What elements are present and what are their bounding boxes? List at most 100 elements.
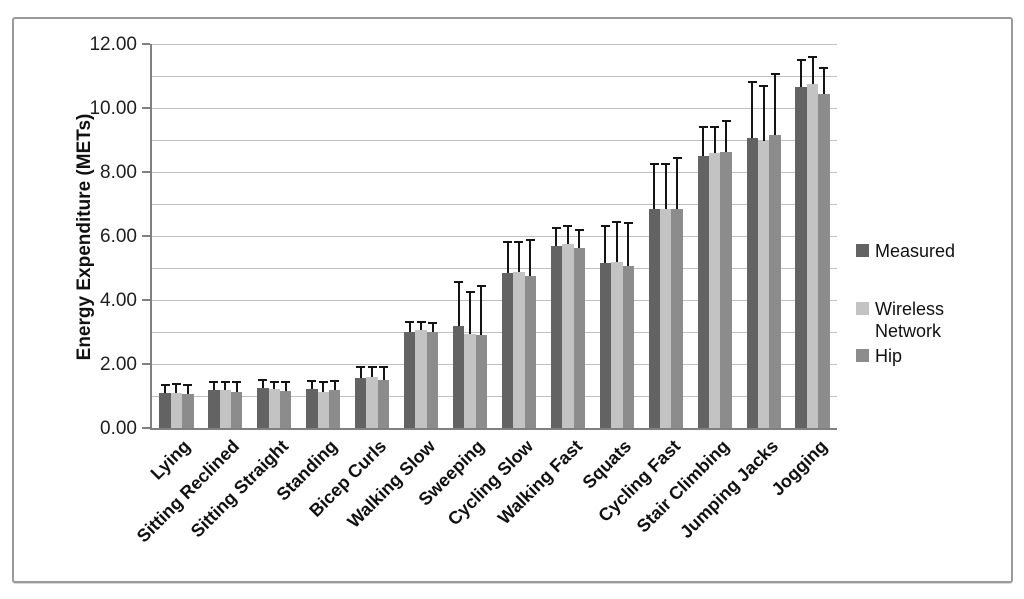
gridline: [152, 139, 837, 141]
error-bar: [604, 226, 607, 264]
error-bar: [653, 164, 656, 209]
bar-hip: [182, 394, 194, 428]
error-bar-cap: [574, 228, 584, 231]
error-bar: [822, 68, 825, 95]
bar-measured: [257, 388, 269, 428]
y-axis-tick-mark: [142, 107, 150, 109]
legend-item: Wireless Network: [856, 298, 1006, 342]
gridline: [152, 331, 837, 333]
legend-item: Hip: [856, 345, 1006, 367]
error-bar-cap: [661, 163, 671, 165]
error-bar: [382, 366, 385, 380]
error-bar-cap: [525, 238, 535, 241]
error-bar-cap: [220, 381, 230, 384]
gridline: [152, 267, 837, 269]
error-bar-cap: [281, 381, 291, 384]
error-bar-cap: [770, 73, 780, 76]
bar-hip: [573, 247, 585, 428]
error-bar: [322, 382, 325, 392]
error-bar-cap: [747, 81, 757, 84]
bar-measured: [697, 156, 709, 428]
bar-hip: [622, 266, 634, 428]
y-axis-tick-mark: [142, 299, 150, 301]
y-axis-tick-label: 10.00: [89, 98, 137, 119]
legend-swatch-measured: [856, 244, 869, 257]
gridline: [152, 395, 837, 397]
y-axis-tick-label: 4.00: [100, 290, 137, 311]
error-bar-cap: [232, 381, 242, 384]
bar-measured: [159, 392, 171, 428]
error-bar-cap: [759, 84, 769, 87]
bar-hip: [818, 94, 830, 428]
error-bar: [164, 384, 167, 393]
error-bar: [408, 322, 411, 332]
error-bar: [457, 282, 460, 326]
gridline: [152, 203, 837, 205]
legend-label: Hip: [875, 346, 903, 366]
y-axis-tick-mark: [142, 171, 150, 173]
error-bar: [359, 367, 362, 379]
error-bar: [310, 380, 313, 389]
y-axis-tick-mark: [142, 235, 150, 237]
bar-hip: [231, 391, 243, 428]
bar-wireless-network: [464, 333, 476, 428]
bar-wireless-network: [757, 140, 770, 428]
bar-measured: [404, 332, 416, 428]
bar-measured: [795, 87, 807, 428]
error-bar-cap: [428, 322, 437, 325]
error-bar: [284, 382, 287, 391]
error-bar-cap: [623, 222, 633, 225]
error-bar-cap: [307, 379, 317, 382]
y-axis-tick-mark: [142, 363, 150, 365]
error-bar: [235, 382, 238, 392]
error-bar: [627, 223, 630, 267]
y-axis-tick-label: 6.00: [100, 226, 137, 247]
gridline: [152, 171, 837, 173]
bar-wireless-network: [366, 376, 378, 428]
bar-hip: [671, 208, 683, 428]
error-bar: [469, 292, 472, 334]
bar-wireless-network: [317, 391, 329, 428]
error-bar-cap: [503, 241, 513, 244]
error-bar: [333, 380, 336, 390]
error-bar: [371, 367, 374, 377]
error-bar: [175, 384, 178, 394]
gridline: [152, 107, 837, 109]
bar-measured: [746, 138, 758, 428]
error-bar: [676, 157, 679, 209]
bar-hip: [475, 334, 488, 428]
error-bar-cap: [612, 221, 622, 224]
error-bar: [506, 242, 509, 273]
x-axis-line: [150, 428, 837, 430]
error-bar: [517, 242, 520, 272]
error-bar-cap: [416, 321, 426, 324]
error-bar-cap: [258, 379, 268, 381]
legend-swatch-hip: [856, 349, 869, 362]
bar-wireless-network: [268, 388, 280, 428]
error-bar: [615, 222, 618, 262]
error-bar-cap: [563, 224, 573, 227]
chart-border: [12, 17, 1013, 583]
bar-wireless-network: [708, 153, 721, 428]
y-axis-tick-mark: [142, 427, 150, 429]
error-bar-cap: [649, 163, 659, 165]
bar-wireless-network: [660, 208, 672, 428]
error-bar: [261, 380, 264, 388]
error-bar: [555, 228, 558, 246]
legend-label: Wireless Network: [875, 299, 945, 341]
error-bar-cap: [209, 380, 219, 383]
bar-wireless-network: [170, 393, 183, 428]
bar-measured: [550, 245, 563, 428]
gridline: [152, 299, 837, 301]
bar-measured: [501, 272, 514, 428]
y-axis-tick-label: 8.00: [100, 162, 137, 183]
bar-wireless-network: [611, 261, 623, 428]
error-bar-cap: [454, 281, 464, 284]
error-bar: [431, 323, 434, 332]
error-bar: [420, 322, 423, 331]
error-bar: [774, 74, 776, 136]
bar-measured: [452, 325, 465, 428]
error-bar-cap: [698, 126, 708, 129]
gridline: [152, 75, 837, 77]
